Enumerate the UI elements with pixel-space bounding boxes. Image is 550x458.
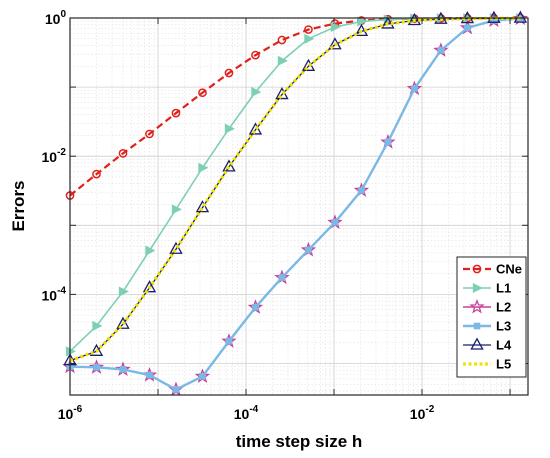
legend-marker-l3	[473, 322, 481, 330]
data-point-cne	[251, 50, 260, 60]
series-layer	[62, 10, 529, 397]
series-line-l3	[69, 17, 521, 391]
data-point-l3	[93, 364, 100, 371]
legend-item-l5: L5	[463, 357, 511, 372]
x-tick-label: 10-4	[234, 404, 259, 422]
data-point-cne	[224, 68, 234, 78]
y-tick-labels: 100 10-2 10-4	[42, 9, 67, 303]
data-point-l1	[251, 86, 262, 98]
data-point-l1	[171, 204, 182, 215]
data-point-l4	[116, 316, 130, 329]
legend-marker-l1	[472, 282, 483, 294]
data-point-cne	[145, 129, 154, 139]
major-grid	[69, 17, 528, 395]
series-l3	[66, 15, 524, 393]
legend-marker-cne	[472, 264, 482, 274]
data-point-cne	[277, 35, 287, 45]
legend-item-l3: L3	[463, 319, 511, 334]
y-axis-label: Errors	[9, 180, 28, 231]
legend-item-l4: L4	[463, 337, 512, 353]
legend-item-l2: L2	[463, 298, 511, 315]
data-point-l3	[146, 371, 153, 379]
minor-grid	[70, 18, 528, 395]
data-point-l4	[222, 159, 236, 172]
data-point-l3	[172, 386, 180, 393]
data-point-cne	[118, 148, 128, 158]
series-line-l5	[69, 16, 521, 363]
x-tick-label: 10-2	[410, 404, 435, 422]
data-point-l3	[358, 187, 365, 194]
legend-item-l1: L1	[463, 281, 511, 296]
data-point-l1	[330, 21, 341, 33]
legend-marker-l4	[470, 337, 484, 350]
data-point-l1	[198, 162, 209, 173]
x-axis-label: time step size h	[236, 432, 363, 451]
legend-label-l3: L3	[496, 319, 511, 334]
plot-area	[70, 18, 528, 395]
data-point-l3	[437, 47, 445, 54]
series-l5	[69, 16, 521, 363]
data-point-l1	[357, 16, 368, 27]
data-point-cne	[198, 88, 207, 98]
data-point-l1	[92, 320, 103, 331]
data-point-l4	[195, 200, 210, 213]
data-point-l1	[145, 245, 156, 256]
legend-label-l1: L1	[496, 281, 511, 296]
data-point-l3	[252, 304, 259, 311]
y-tick-label: 10-2	[42, 147, 67, 165]
data-point-l3	[411, 85, 418, 92]
legend-item-cne: CNe	[463, 262, 522, 277]
data-point-l3	[278, 274, 286, 281]
legend-label-cne: CNe	[496, 262, 522, 277]
data-point-l4	[89, 343, 104, 356]
legend-label-l4: L4	[496, 338, 512, 353]
data-point-cne	[304, 25, 313, 34]
x-tick-label: 10-6	[58, 404, 83, 422]
data-point-l1	[304, 33, 315, 44]
data-point-cne	[92, 169, 101, 179]
data-point-l4	[407, 12, 422, 26]
plot-frame	[69, 17, 529, 396]
data-point-l4	[354, 23, 369, 37]
data-point-l4	[381, 16, 395, 29]
legend-marker-l2	[469, 298, 485, 314]
data-point-l3	[305, 246, 312, 254]
data-point-l1	[118, 286, 129, 297]
legend-label-l5: L5	[496, 357, 511, 372]
data-point-l4	[169, 241, 183, 254]
data-point-l1	[224, 123, 235, 134]
legend-label-l2: L2	[496, 300, 511, 315]
data-point-l3	[199, 373, 206, 380]
x-tick-labels: 10-6 10-4 10-2	[58, 404, 435, 422]
data-point-l3	[384, 138, 392, 146]
data-point-l4	[142, 280, 157, 293]
data-point-l3	[225, 337, 233, 345]
legend: CNe L1 L2 L3 L4 L5	[456, 256, 527, 378]
data-point-l1	[277, 55, 288, 66]
data-point-l3	[119, 366, 127, 373]
data-point-l3	[464, 24, 471, 32]
y-tick-label: 100	[45, 9, 67, 27]
data-point-l3	[331, 219, 339, 226]
legend-box	[456, 256, 527, 378]
data-point-l4	[328, 37, 342, 50]
y-tick-label: 10-4	[42, 285, 67, 303]
data-point-cne	[171, 108, 181, 118]
